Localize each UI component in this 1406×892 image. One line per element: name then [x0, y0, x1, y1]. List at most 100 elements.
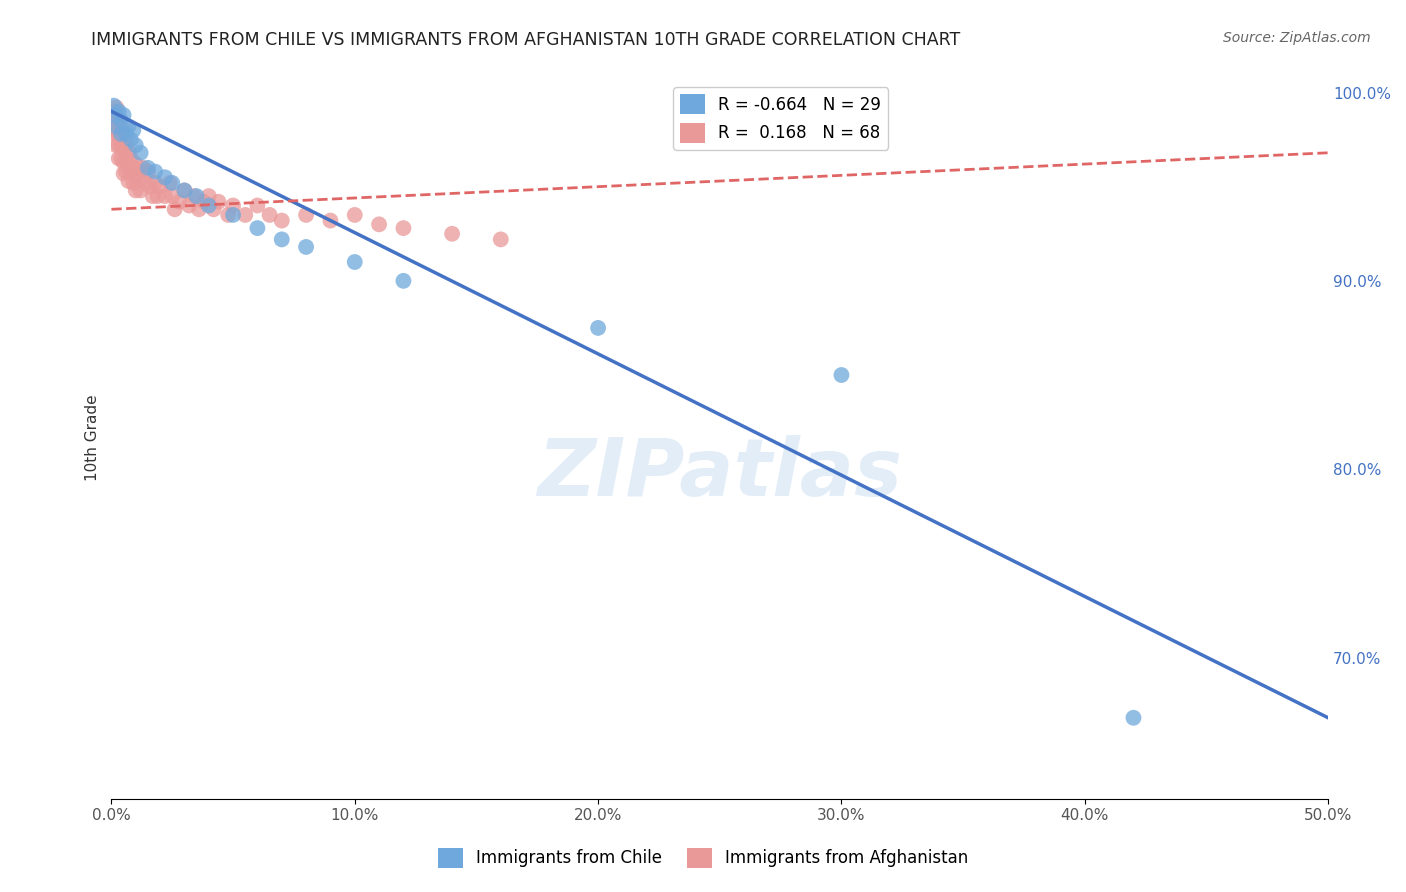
Point	[103, 123, 125, 137]
Point	[295, 240, 318, 254]
Point	[142, 189, 165, 203]
Point	[120, 132, 142, 146]
Point	[110, 152, 132, 166]
Point	[136, 161, 159, 175]
Point	[117, 145, 139, 160]
Point	[143, 176, 166, 190]
Point	[319, 213, 342, 227]
Point	[122, 161, 145, 175]
Point	[222, 198, 245, 212]
Point	[149, 179, 172, 194]
Point	[392, 274, 415, 288]
Point	[295, 208, 318, 222]
Point	[489, 232, 512, 246]
Point	[110, 127, 132, 141]
Point	[169, 194, 191, 209]
Point	[103, 104, 125, 119]
Point	[343, 255, 366, 269]
Text: Source: ZipAtlas.com: Source: ZipAtlas.com	[1223, 31, 1371, 45]
Text: ZIPatlas: ZIPatlas	[537, 435, 903, 513]
Text: IMMIGRANTS FROM CHILE VS IMMIGRANTS FROM AFGHANISTAN 10TH GRADE CORRELATION CHAR: IMMIGRANTS FROM CHILE VS IMMIGRANTS FROM…	[91, 31, 960, 49]
Point	[107, 127, 129, 141]
Point	[183, 189, 205, 203]
Point	[107, 152, 129, 166]
Point	[153, 189, 176, 203]
Point	[105, 108, 128, 122]
Point	[110, 113, 132, 128]
Point	[146, 189, 169, 203]
Point	[107, 113, 129, 128]
Point	[129, 170, 152, 185]
Point	[153, 170, 176, 185]
Point	[179, 198, 201, 212]
Point	[122, 176, 145, 190]
Point	[136, 164, 159, 178]
Point	[117, 120, 139, 134]
Point	[197, 198, 219, 212]
Point	[134, 176, 156, 190]
Point	[117, 174, 139, 188]
Point	[105, 101, 128, 115]
Point	[270, 213, 292, 227]
Point	[392, 221, 415, 235]
Point	[110, 138, 132, 153]
Point	[217, 208, 239, 222]
Point	[193, 194, 215, 209]
Point	[173, 183, 195, 197]
Point	[173, 183, 195, 197]
Point	[115, 152, 138, 166]
Point	[163, 202, 186, 217]
Point	[202, 202, 225, 217]
Y-axis label: 10th Grade: 10th Grade	[86, 395, 100, 482]
Point	[186, 189, 208, 203]
Point	[207, 194, 229, 209]
Point	[107, 104, 129, 119]
Point	[110, 123, 132, 137]
Point	[125, 138, 148, 153]
Point	[103, 98, 125, 112]
Point	[129, 183, 152, 197]
Point	[143, 164, 166, 178]
Point	[105, 113, 128, 128]
Point	[586, 321, 609, 335]
Point	[233, 208, 256, 222]
Point	[105, 120, 128, 134]
Point	[117, 161, 139, 175]
Point	[830, 368, 852, 382]
Point	[112, 127, 135, 141]
Point	[159, 176, 181, 190]
Point	[246, 198, 269, 212]
Point	[105, 127, 128, 141]
Point	[112, 142, 135, 156]
Point	[120, 152, 142, 166]
Point	[105, 138, 128, 153]
Point	[1122, 711, 1144, 725]
Point	[112, 108, 135, 122]
Point	[259, 208, 281, 222]
Point	[441, 227, 464, 241]
Point	[103, 113, 125, 128]
Point	[112, 155, 135, 169]
Point	[222, 208, 245, 222]
Point	[112, 166, 135, 180]
Point	[368, 218, 391, 232]
Legend: Immigrants from Chile, Immigrants from Afghanistan: Immigrants from Chile, Immigrants from A…	[430, 841, 976, 875]
Point	[115, 138, 138, 153]
Point	[132, 161, 155, 175]
Point	[122, 123, 145, 137]
Point	[343, 208, 366, 222]
Point	[162, 176, 184, 190]
Point	[246, 221, 269, 235]
Point	[127, 164, 149, 178]
Point	[115, 164, 138, 178]
Point	[129, 145, 152, 160]
Point	[125, 157, 148, 171]
Legend: R = -0.664   N = 29, R =  0.168   N = 68: R = -0.664 N = 29, R = 0.168 N = 68	[673, 87, 887, 150]
Point	[125, 183, 148, 197]
Point	[115, 127, 138, 141]
Point	[139, 179, 162, 194]
Point	[120, 164, 142, 178]
Point	[125, 170, 148, 185]
Point	[107, 138, 129, 153]
Point	[270, 232, 292, 246]
